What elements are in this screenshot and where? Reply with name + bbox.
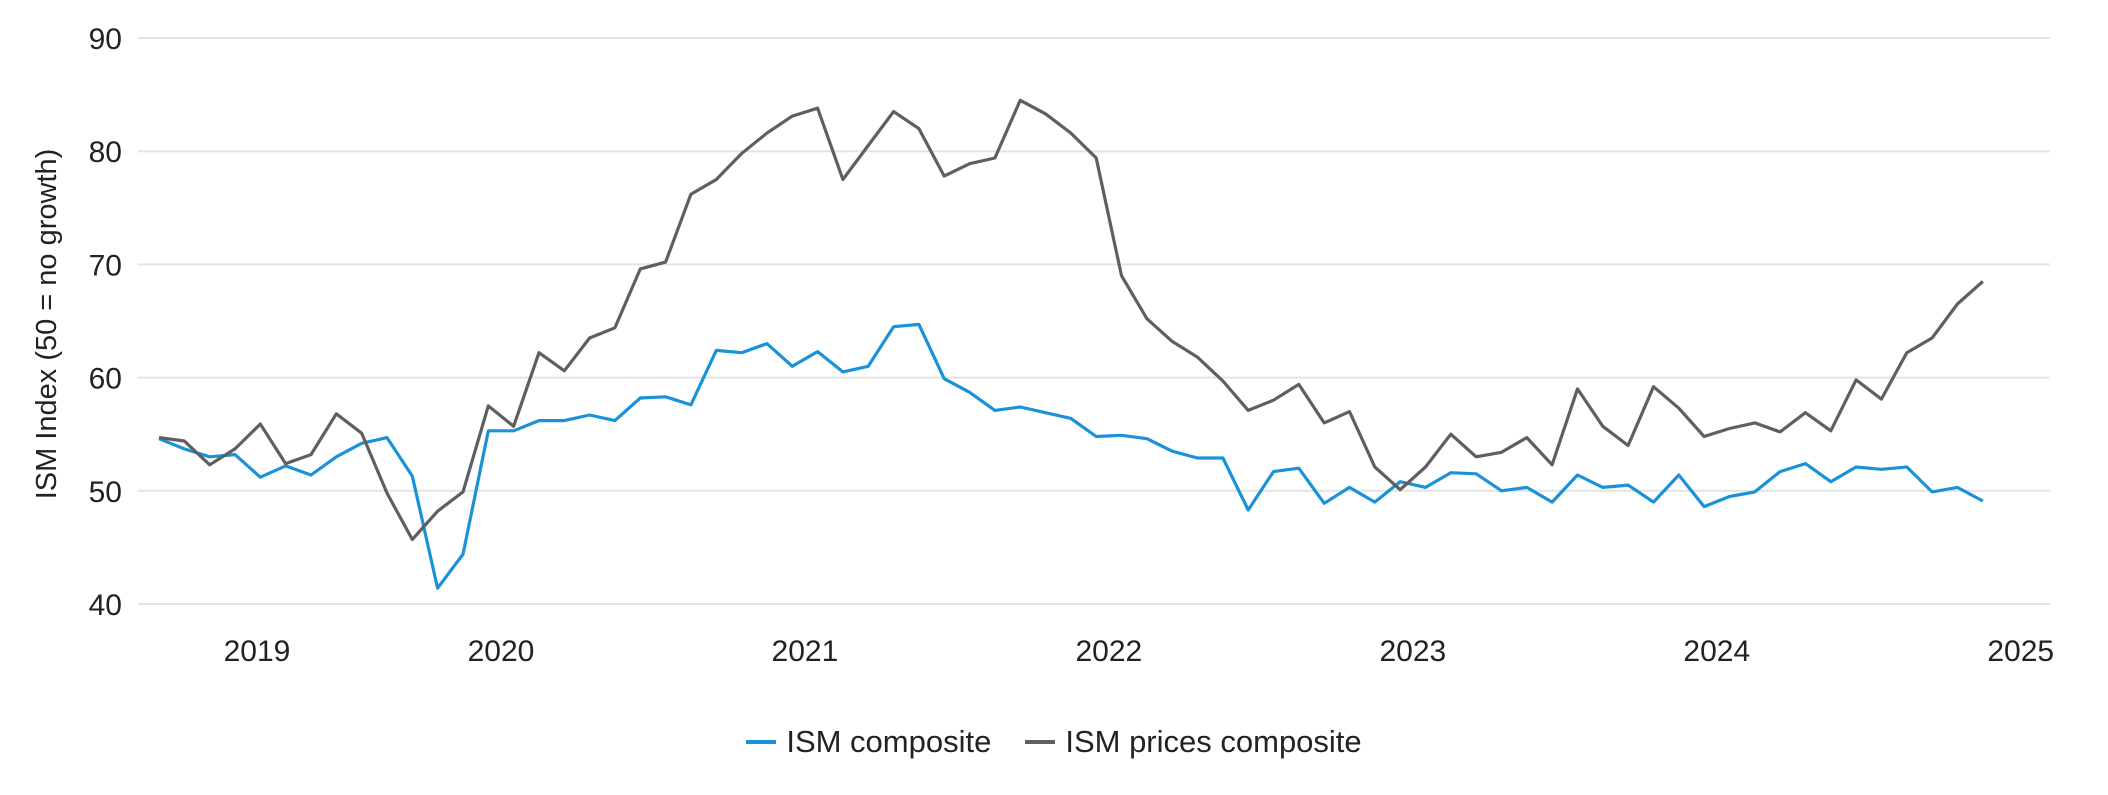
x-tick-label: 2024 <box>1683 635 1750 668</box>
gridlines <box>138 37 2050 605</box>
legend-label: ISM composite <box>786 724 992 759</box>
x-tick-label: 2019 <box>224 635 291 668</box>
legend-swatch <box>1025 740 1056 744</box>
x-axis-ticks: 2019 2020 2021 2022 2023 2024 2025 <box>224 635 2055 668</box>
x-tick-label: 2021 <box>772 635 839 668</box>
line-chart: 40 50 60 70 80 90 2019 2020 2021 2022 2023 2024 202… <box>31 23 2055 668</box>
series-ism-composite <box>158 322 1984 590</box>
y-tick-label: 70 <box>89 249 122 282</box>
legend-item-ism-composite: ISM composite <box>746 724 991 760</box>
y-tick-label: 80 <box>89 136 122 169</box>
series-lines <box>158 98 1984 590</box>
x-tick-label: 2022 <box>1076 635 1143 668</box>
legend-label: ISM prices composite <box>1065 724 1362 759</box>
y-tick-label: 90 <box>89 23 122 56</box>
x-tick-label: 2025 <box>1987 635 2054 668</box>
legend: ISM composite ISM prices composite <box>0 724 2108 760</box>
x-tick-label: 2020 <box>468 635 535 668</box>
legend-swatch <box>746 740 777 744</box>
series-line <box>158 98 1984 542</box>
y-tick-label: 60 <box>89 363 122 396</box>
y-tick-label: 40 <box>89 589 122 622</box>
y-tick-label: 50 <box>89 476 122 509</box>
series-ism-prices-composite <box>158 98 1984 542</box>
legend-item-ism-prices-composite: ISM prices composite <box>1025 724 1362 760</box>
y-axis-label: ISM Index (50 = no growth) <box>31 149 63 500</box>
series-line <box>158 322 1984 590</box>
x-tick-label: 2023 <box>1379 635 1446 668</box>
y-axis-ticks: 40 50 60 70 80 90 <box>89 23 122 622</box>
